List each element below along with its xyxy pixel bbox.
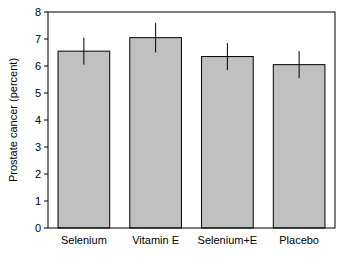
chart: 0 1 2 3 4 5 6 7 8 Selenium Vitamin E Selenium+E Plac…: [0, 0, 350, 266]
y-tick: [44, 147, 48, 148]
bar: [130, 38, 182, 228]
y-tick-label: 1: [35, 195, 41, 207]
y-tick-label: 2: [35, 168, 41, 180]
y-tick-label: 3: [35, 141, 41, 153]
plot-frame: [48, 12, 335, 228]
error-bar: [155, 23, 156, 53]
error-bar: [83, 38, 84, 65]
y-tick: [44, 174, 48, 175]
y-tick: [44, 12, 48, 13]
bar: [273, 65, 325, 228]
bar: [202, 57, 254, 228]
bar: [58, 51, 110, 228]
x-tick-label: Vitamin E: [132, 234, 179, 246]
y-tick-label: 8: [35, 6, 41, 18]
y-axis-label: Prostate cancer (percent): [7, 58, 19, 182]
y-tick-label: 0: [35, 222, 41, 234]
x-tick-label: Selenium: [61, 234, 107, 246]
error-bar: [299, 51, 300, 78]
y-tick: [44, 201, 48, 202]
x-tick-label: Placebo: [279, 234, 319, 246]
y-tick: [44, 39, 48, 40]
x-tick-label: Selenium+E: [198, 234, 258, 246]
y-tick: [44, 228, 48, 229]
error-bar: [227, 43, 228, 70]
y-tick: [44, 93, 48, 94]
y-tick: [44, 66, 48, 67]
y-tick-label: 4: [35, 114, 41, 126]
y-tick-label: 6: [35, 60, 41, 72]
y-tick-label: 7: [35, 33, 41, 45]
y-tick: [44, 120, 48, 121]
y-tick-label: 5: [35, 87, 41, 99]
